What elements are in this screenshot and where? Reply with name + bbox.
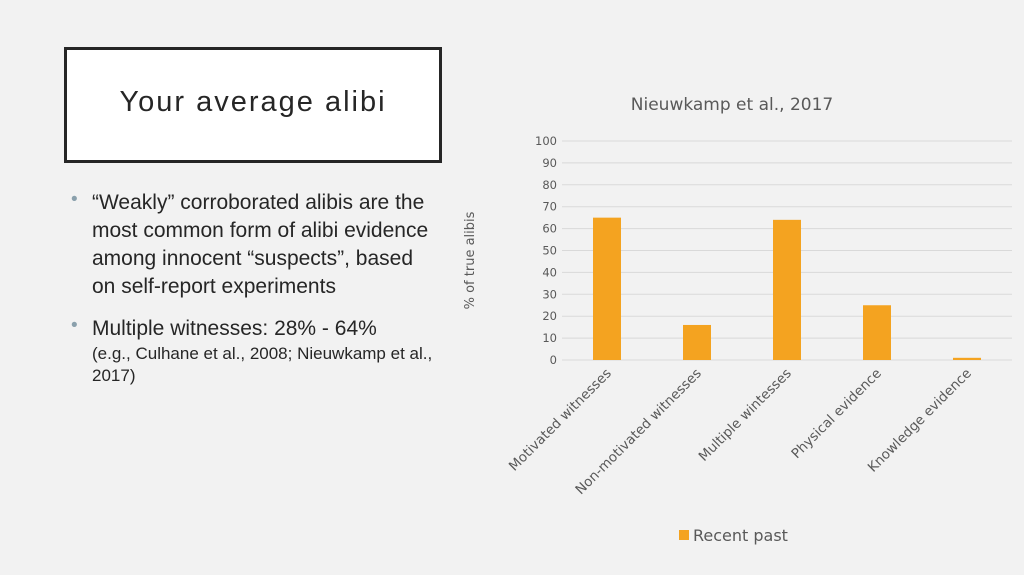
bar [773,219,801,360]
bullet-text: Multiple witnesses: 28% - 64% [92,317,377,340]
x-tick-label: Multiple wintesses [696,366,795,465]
bar [863,305,891,360]
y-tick-label: 0 [550,353,557,367]
y-tick-label: 60 [542,222,557,236]
y-tick-label: 20 [542,309,557,323]
y-tick-label: 10 [542,331,557,345]
chart-title: Nieuwkamp et al., 2017 [631,95,833,115]
bar [683,324,711,360]
legend-swatch [679,530,689,540]
bullet-subtext: (e.g., Culhane et al., 2008; Nieuwkamp e… [92,344,433,385]
bar [593,217,621,360]
bullet-text: “Weakly” corroborated alibis are the mos… [92,191,429,298]
y-tick-label: 90 [542,156,557,170]
bullet-dot-icon: • [71,315,78,336]
y-tick-label: 50 [542,244,557,258]
bullet-list: • “Weakly” corroborated alibis are the m… [70,189,440,387]
x-tick-label: Knowledge evidence [865,366,975,476]
y-tick-label: 30 [542,287,557,301]
y-tick-label: 40 [542,265,557,279]
slide-title: Your average alibi [119,85,387,118]
y-tick-label: 70 [542,200,557,214]
bullet-item: • Multiple witnesses: 28% - 64% (e.g., C… [70,315,440,387]
title-box: Your average alibi [64,47,442,163]
bullet-item: • “Weakly” corroborated alibis are the m… [70,189,440,301]
bar [953,357,981,360]
y-tick-label: 80 [542,178,557,192]
x-tick-label: Physical evidence [788,366,884,462]
legend-label: Recent past [693,526,788,545]
y-axis-label: % of true alibis [463,211,478,309]
bullet-dot-icon: • [71,189,78,210]
y-tick-label: 100 [535,134,557,148]
x-tick-label: Motivated witnesses [506,366,615,475]
